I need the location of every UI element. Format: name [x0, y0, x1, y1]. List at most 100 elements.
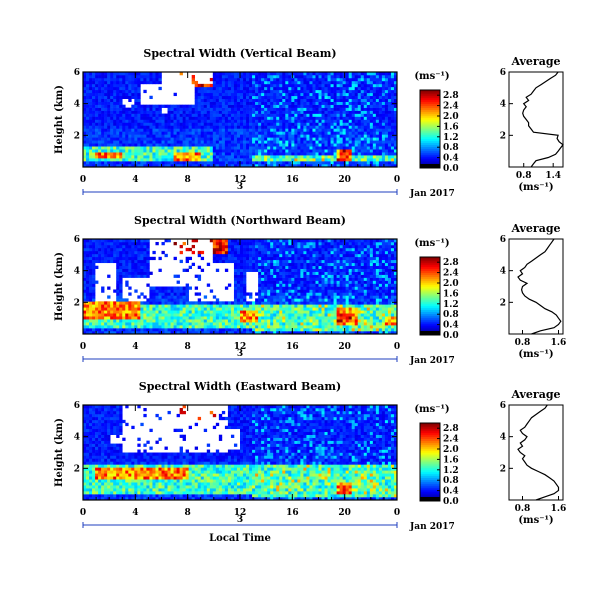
heatmap-cell [381, 95, 386, 100]
heatmap-cell [101, 119, 105, 123]
heatmap-cell [303, 104, 307, 108]
heatmap-cell [203, 89, 208, 94]
heatmap-cell [218, 325, 223, 329]
heatmap-cell [206, 146, 211, 150]
heatmap-cell [137, 239, 141, 243]
heatmap-cell [378, 110, 383, 114]
heatmap-cell [369, 125, 374, 129]
heatmap-cell [173, 116, 177, 120]
heatmap-cell [116, 289, 120, 293]
heatmap-cell [176, 155, 180, 159]
heatmap-cell [360, 119, 365, 123]
heatmap-cell [363, 92, 368, 97]
heatmap-cell [390, 125, 395, 129]
heatmap-cell [273, 146, 277, 150]
heatmap-cell [279, 265, 283, 269]
heatmap-cell [267, 119, 271, 123]
heatmap-cell [276, 283, 280, 287]
heatmap-cell [218, 316, 223, 320]
heatmap-cell [203, 331, 208, 335]
heatmap-cell [191, 107, 196, 111]
heatmap-cell [273, 331, 277, 335]
heatmap-cell [221, 110, 226, 114]
heatmap-cell [390, 80, 395, 85]
heatmap-cell [116, 119, 120, 123]
heatmap-cell [366, 155, 371, 159]
heatmap-cell [191, 77, 196, 82]
heatmap-cell [176, 116, 180, 120]
heatmap-cell [149, 116, 153, 120]
heatmap-cell [197, 128, 202, 132]
heatmap-cell [240, 262, 244, 267]
heatmap-cell [86, 92, 90, 97]
heatmap-cell [221, 140, 226, 144]
heatmap-cell [252, 113, 256, 117]
heatmap-cell [104, 316, 108, 320]
heatmap-cell [291, 146, 295, 150]
heatmap-cell [194, 322, 199, 326]
heatmap-cell [101, 328, 105, 332]
heatmap-cell [324, 125, 328, 129]
heatmap-cell [390, 119, 395, 123]
heatmap-cell [261, 143, 265, 147]
heatmap-cell [375, 155, 380, 159]
heatmap-cell [173, 122, 177, 126]
heatmap-cell [264, 265, 268, 269]
heatmap-cell [300, 89, 304, 94]
heatmap-cell [86, 316, 90, 320]
heatmap-cell [315, 137, 319, 141]
heatmap-cell [291, 295, 295, 299]
heatmap-cell [333, 95, 337, 100]
heatmap-cell [116, 137, 120, 141]
heatmap-cell [215, 83, 220, 88]
heatmap-cell [243, 331, 247, 335]
heatmap-cell [125, 164, 129, 168]
heatmap-cell [297, 301, 301, 305]
heatmap-cell [128, 316, 132, 320]
heatmap-cell [200, 95, 205, 100]
heatmap-cell [336, 86, 340, 91]
heatmap-cell [116, 244, 120, 249]
heatmap-cell [203, 125, 208, 129]
heatmap-cell [233, 74, 238, 79]
heatmap-cell [360, 107, 365, 111]
heatmap-cell [243, 149, 247, 153]
heatmap-cell [146, 307, 150, 311]
heatmap-cell [155, 331, 159, 335]
heatmap-cell [288, 98, 292, 102]
heatmap-cell [203, 307, 208, 311]
heatmap-cell [182, 322, 186, 326]
heatmap-cell [348, 119, 353, 123]
heatmap-cell [273, 131, 277, 135]
heatmap-cell [131, 265, 135, 269]
heatmap-cell [107, 86, 111, 91]
heatmap-cell [191, 131, 196, 135]
heatmap-cell [89, 253, 93, 258]
heatmap-cell [140, 152, 144, 156]
heatmap-cell [270, 283, 274, 287]
heatmap-cell [297, 89, 301, 94]
heatmap-cell [246, 325, 250, 329]
heatmap-cell [270, 140, 274, 144]
heatmap-cell [378, 86, 383, 91]
heatmap-cell [309, 98, 313, 102]
heatmap-cell [221, 250, 226, 255]
heatmap-cell [369, 140, 374, 144]
heatmap-cell [324, 155, 328, 159]
heatmap-cell [182, 292, 186, 296]
heatmap-cell [95, 256, 99, 261]
heatmap-cell [134, 92, 138, 97]
heatmap-cell [236, 119, 241, 123]
heatmap-cell [131, 239, 135, 243]
heatmap-cell [279, 89, 283, 94]
heatmap-cell [158, 322, 162, 326]
heatmap-cell [288, 313, 292, 317]
heatmap-cell [384, 125, 389, 129]
heatmap-cell [221, 322, 226, 326]
heatmap-cell [167, 110, 171, 114]
heatmap-cell [122, 86, 126, 91]
heatmap-cell [342, 119, 346, 123]
heatmap-cell [363, 137, 368, 141]
heatmap-cell [306, 86, 310, 91]
heatmap-cell [375, 152, 380, 156]
